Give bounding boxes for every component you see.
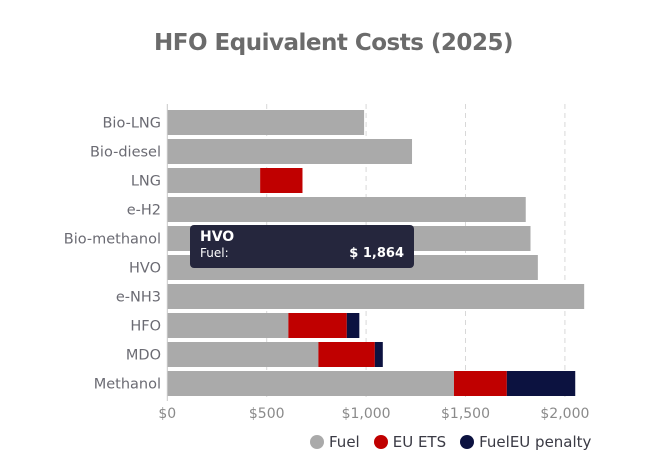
bar-segment-fueleu-penalty	[506, 371, 576, 396]
bar-segment-fueleu-penalty	[346, 313, 360, 338]
bar-segment-fuel	[167, 284, 585, 309]
legend-item-fueleu-penalty[interactable]: FuelEU penalty	[460, 433, 591, 451]
category-label: MDO	[126, 348, 161, 364]
x-tick-label: $1,000	[342, 406, 391, 422]
category-label: Bio-diesel	[90, 145, 161, 161]
tooltip-value: $ 1,864	[349, 246, 404, 261]
category-label: e-NH3	[116, 290, 161, 306]
category-label: HVO	[129, 261, 161, 277]
bar-segment-eu-ets	[453, 371, 507, 396]
legend-label: Fuel	[329, 433, 360, 451]
bar-segment-fuel	[167, 197, 526, 222]
bar-segment-eu-ets	[318, 342, 375, 367]
legend: Fuel EU ETS FuelEU penalty	[310, 433, 591, 451]
legend-dot-icon	[460, 435, 475, 449]
tooltip-row: Fuel: $ 1,864	[200, 246, 404, 261]
bar-segment-fuel	[167, 168, 261, 193]
category-label: HFO	[130, 319, 161, 335]
legend-item-fuel[interactable]: Fuel	[310, 433, 360, 451]
legend-label: EU ETS	[392, 433, 447, 451]
bar-segment-eu-ets	[288, 313, 347, 338]
category-label: Bio-methanol	[64, 232, 161, 248]
category-label: e-H2	[127, 203, 161, 219]
bar-segment-eu-ets	[260, 168, 303, 193]
tooltip-label: Fuel:	[200, 246, 229, 260]
bar-segment-fuel	[167, 139, 413, 164]
legend-dot-icon	[310, 435, 324, 449]
legend-label: FuelEU penalty	[479, 433, 592, 451]
bar-segment-fuel	[167, 313, 289, 338]
category-label: LNG	[131, 174, 161, 190]
tooltip: HVO Fuel: $ 1,864	[190, 225, 414, 268]
x-tick-label: $1,500	[441, 406, 490, 422]
legend-dot-icon	[373, 435, 388, 449]
tooltip-title: HVO	[200, 229, 235, 245]
category-label: Methanol	[94, 377, 161, 393]
bar-segment-fuel	[167, 371, 454, 396]
bar-segment-fueleu-penalty	[374, 342, 383, 367]
bar-segment-fuel	[167, 342, 319, 367]
x-tick-label: $0	[158, 406, 176, 422]
legend-item-eu-ets[interactable]: EU ETS	[373, 433, 447, 451]
category-label: Bio-LNG	[102, 116, 161, 132]
x-tick-label: $2,000	[540, 406, 589, 422]
x-tick-label: $500	[249, 406, 285, 422]
chart-title: HFO Equivalent Costs (2025)	[154, 30, 513, 56]
bar-segment-fuel	[167, 110, 365, 135]
